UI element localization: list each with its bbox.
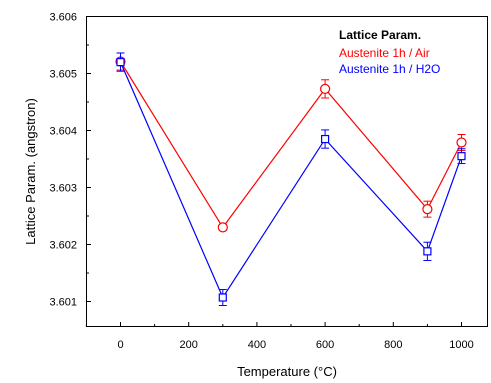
plot-frame	[86, 16, 488, 327]
legend: Lattice Param. Austenite 1h / Air Austen…	[339, 28, 440, 76]
y-tick-label: 3.604	[49, 126, 77, 138]
x-tick-label: 0	[117, 339, 123, 351]
data-point	[218, 293, 227, 302]
y-tick-label: 3.603	[49, 183, 77, 195]
series-0	[115, 52, 467, 233]
data-point	[217, 222, 228, 233]
legend-item-air: Austenite 1h / Air	[339, 46, 430, 60]
data-series	[115, 52, 467, 306]
data-point	[320, 83, 331, 94]
legend-item-h2o: Austenite 1h / H2O	[339, 62, 440, 76]
legend-title: Lattice Param.	[339, 28, 421, 42]
y-tick-label: 3.605	[49, 69, 77, 81]
y-axis-title: Lattice Param. (angstron)	[23, 98, 38, 245]
data-point	[457, 152, 466, 161]
data-point	[321, 134, 330, 144]
plot-border	[86, 16, 488, 327]
data-point	[456, 137, 467, 148]
data-point	[423, 247, 432, 256]
data-point	[422, 204, 433, 215]
series-line	[119, 61, 463, 299]
y-tick-label: 3.602	[49, 240, 77, 252]
series-line	[119, 61, 463, 229]
x-tick-label: 800	[384, 339, 402, 351]
x-tick-label: 1000	[449, 339, 473, 351]
x-tick-label: 600	[316, 339, 334, 351]
data-point	[116, 57, 125, 67]
x-tick-label: 200	[180, 339, 198, 351]
axis-ticks: 0 200 400 600 800 1000 3.601 3.602 3.603 3.604 3.6…	[49, 12, 473, 352]
x-axis-title: Temperature (°C)	[237, 364, 337, 379]
y-tick-label: 3.606	[49, 12, 77, 24]
series-1	[116, 52, 466, 306]
x-tick-label: 400	[248, 339, 266, 351]
y-tick-label: 3.601	[49, 297, 77, 309]
